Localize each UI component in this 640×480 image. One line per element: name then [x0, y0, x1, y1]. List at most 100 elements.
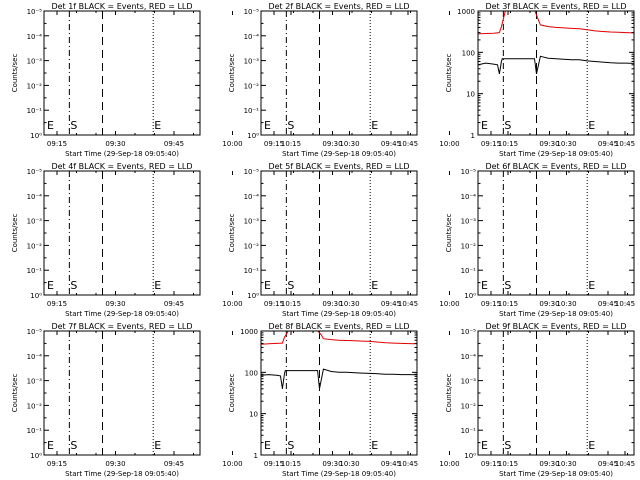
x-tick-label: 10:00 [222, 460, 242, 468]
x-axis-label: Start Time (29-Sep-18 09:05:40) [65, 150, 179, 158]
y-axis-label: Counts/sec [11, 374, 19, 413]
x-tick-label: 10:00 [439, 300, 459, 308]
y-axis-label: Counts/sec [445, 214, 453, 253]
chart-title: Det 7f BLACK = Events, RED = LLD [51, 322, 192, 331]
y-tick-label: 10⁻⁵ [27, 328, 43, 336]
x-tick-label: 10:15 [281, 460, 301, 468]
x-tick-label: 09:45 [381, 140, 401, 148]
y-tick-label: 10⁻⁴ [244, 193, 260, 201]
chart-panel-1: Det 1f BLACK = Events, RED = LLD E S E 09:15… [11, 2, 418, 158]
x-tick-label: 10:15 [281, 140, 301, 148]
x-tick-label: 09:15 [264, 460, 284, 468]
x-tick-label: 10:45 [398, 140, 418, 148]
event-marker-label: E [371, 439, 378, 452]
y-tick-label: 10⁻¹ [27, 427, 43, 435]
y-axis-label: Counts/sec [11, 214, 19, 253]
chart-title: Det 5f BLACK = Events, RED = LLD [268, 162, 409, 171]
event-marker-label: S [504, 439, 511, 452]
x-tick-label: 10:15 [498, 140, 518, 148]
y-axis-label: Counts/sec [445, 374, 453, 413]
chart-panel-9: Det 9f BLACK = Events, RED = LLD E S E 09:15… [445, 322, 635, 478]
chart-title: Det 2f BLACK = Events, RED = LLD [268, 2, 409, 11]
x-axis-label: Start Time (29-Sep-18 09:05:40) [282, 470, 396, 478]
y-tick-label: 10⁰ [30, 452, 42, 460]
event-marker-label: E [154, 119, 161, 132]
y-tick-label: 10⁻³ [244, 58, 260, 66]
x-tick-label: 10:30 [339, 140, 359, 148]
x-tick-label: 10:15 [498, 300, 518, 308]
event-marker-label: E [154, 279, 161, 292]
x-tick-label: 09:15 [481, 460, 501, 468]
event-marker-label: E [47, 119, 54, 132]
x-tick-label: 09:45 [598, 460, 618, 468]
x-tick-label: 09:45 [164, 140, 184, 148]
event-marker-label: E [371, 119, 378, 132]
event-marker-label: E [588, 119, 595, 132]
chart-title: Det 4f BLACK = Events, RED = LLD [51, 162, 192, 171]
x-axis-label: Start Time (29-Sep-18 09:05:40) [499, 310, 613, 318]
x-tick-label: 10:45 [615, 300, 635, 308]
x-tick-label: 09:30 [539, 460, 559, 468]
event-marker-label: E [47, 279, 54, 292]
lld-series-line [261, 331, 417, 345]
y-tick-label: 10⁻⁵ [27, 8, 43, 16]
x-tick-label: 09:30 [105, 460, 125, 468]
event-marker-label: E [481, 279, 488, 292]
y-tick-label: 100 [245, 369, 258, 377]
y-tick-label: 10⁻⁴ [27, 33, 43, 41]
lld-series-line [478, 11, 634, 35]
x-tick-label: 09:45 [164, 460, 184, 468]
y-tick-label: 10⁰ [464, 452, 476, 460]
x-tick-label: 09:30 [322, 140, 342, 148]
y-tick-label: 10⁻¹ [244, 267, 260, 275]
x-tick-label: 09:15 [47, 140, 67, 148]
y-tick-label: 10⁻⁵ [461, 328, 477, 336]
x-tick-label: 10:15 [281, 300, 301, 308]
y-tick-label: 10⁻² [27, 82, 43, 90]
events-series-line [261, 368, 417, 389]
y-tick-label: 1 [254, 452, 258, 460]
x-axis-label: Start Time (29-Sep-18 09:05:40) [499, 150, 613, 158]
y-tick-label: 10⁻⁴ [27, 193, 43, 201]
y-tick-label: 10⁰ [30, 292, 42, 300]
x-axis-label: Start Time (29-Sep-18 09:05:40) [65, 470, 179, 478]
x-axis-label: Start Time (29-Sep-18 09:05:40) [499, 470, 613, 478]
y-tick-label: 1000 [240, 328, 258, 336]
x-tick-label: 10:30 [556, 460, 576, 468]
y-tick-label: 10⁰ [30, 132, 42, 140]
events-series-line [478, 55, 634, 75]
event-marker-label: S [70, 279, 77, 292]
event-marker-label: E [481, 439, 488, 452]
y-tick-label: 10⁻² [244, 242, 260, 250]
x-tick-label: 10:00 [222, 300, 242, 308]
y-tick-label: 10⁻⁴ [27, 353, 43, 361]
x-tick-label: 09:15 [264, 300, 284, 308]
event-marker-label: S [504, 279, 511, 292]
y-tick-label: 10⁻¹ [461, 267, 477, 275]
event-marker-label: E [371, 279, 378, 292]
y-tick-label: 10⁻³ [27, 58, 43, 66]
chart-panel-7: Det 7f BLACK = Events, RED = LLD E S E 09:15… [11, 322, 418, 478]
chart-panel-3: Det 3f BLACK = Events, RED = LLD E S E 09:15… [445, 2, 635, 158]
y-tick-label: 10⁻³ [27, 218, 43, 226]
event-marker-label: S [287, 119, 294, 132]
x-tick-label: 09:15 [481, 300, 501, 308]
event-marker-label: E [588, 439, 595, 452]
x-tick-label: 10:15 [498, 460, 518, 468]
x-tick-label: 09:45 [598, 300, 618, 308]
event-marker-label: S [70, 439, 77, 452]
y-tick-label: 10⁻³ [461, 378, 477, 386]
event-marker-label: E [588, 279, 595, 292]
x-tick-label: 09:15 [264, 140, 284, 148]
x-tick-label: 09:30 [105, 300, 125, 308]
y-tick-label: 10 [466, 91, 475, 99]
chart-panel-8: Det 8f BLACK = Events, RED = LLD E S E 09:15… [228, 322, 635, 478]
y-tick-label: 10⁻¹ [27, 267, 43, 275]
x-tick-label: 09:45 [381, 460, 401, 468]
event-marker-label: E [264, 439, 271, 452]
y-tick-label: 10⁰ [464, 292, 476, 300]
x-tick-label: 09:15 [481, 140, 501, 148]
y-tick-label: 10⁻³ [27, 378, 43, 386]
x-tick-label: 10:30 [339, 300, 359, 308]
y-axis-label: Counts/sec [228, 374, 236, 413]
